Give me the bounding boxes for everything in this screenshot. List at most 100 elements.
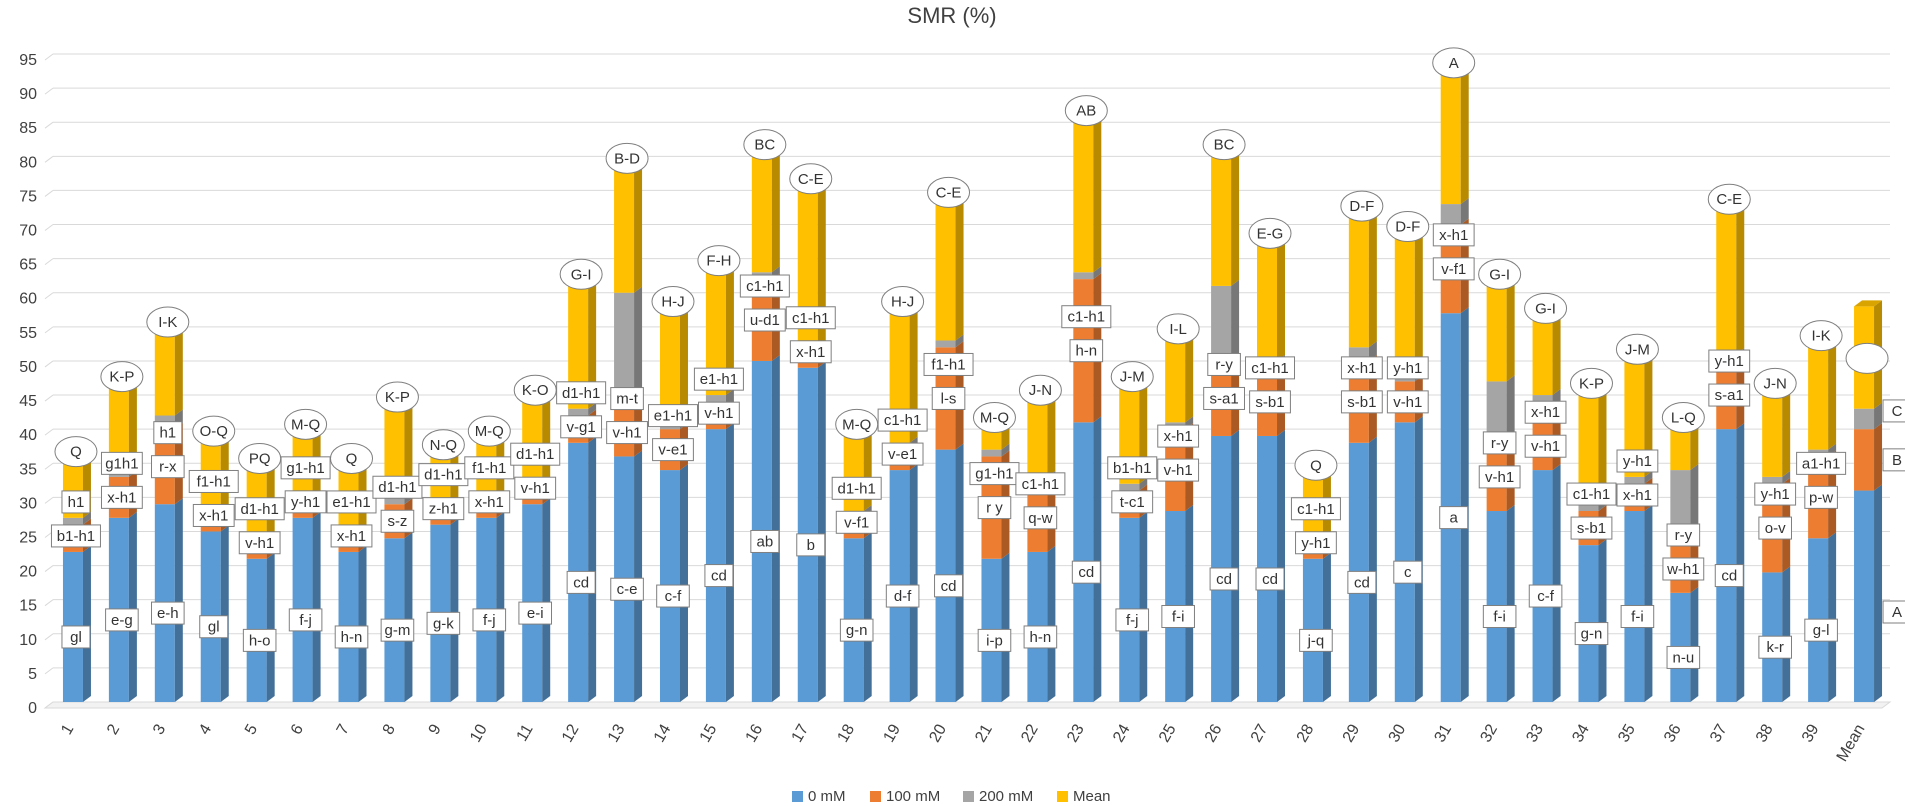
mean-letter-bubble [375, 381, 419, 413]
letter-label: z-h1 [429, 501, 458, 518]
legend-swatch [792, 791, 803, 802]
x-tick-label: 1 [58, 721, 77, 737]
bar-segment-200-mm [1211, 279, 1240, 361]
letter-label: h-n [1075, 343, 1097, 360]
letter-box [1439, 506, 1469, 530]
x-tick-label: 8 [380, 721, 399, 737]
letter-label: c-f [1537, 588, 1554, 605]
letter-box [1340, 356, 1383, 380]
letter-box [1754, 482, 1797, 506]
x-tick-label: 34 [1569, 721, 1593, 745]
letter-label: cd [1354, 574, 1370, 591]
mean-letter-bubble [1799, 320, 1843, 352]
bar-segment-mean [705, 252, 734, 396]
mean-letter-bubble [651, 286, 695, 318]
bar-segment-200-mm [981, 443, 1010, 457]
gridline-side [44, 633, 54, 641]
mean-letter-bubble [146, 306, 190, 338]
letter-label: v-f1 [844, 514, 869, 531]
letter-label: y-h1 [291, 494, 320, 511]
bar-segment-200-mm [568, 402, 597, 416]
bar-segment-200-mm [1440, 198, 1469, 225]
bar-segment-200-mm [1624, 470, 1653, 484]
bar-segment-mean [797, 170, 826, 348]
gridline-side [44, 258, 54, 266]
letter-box [885, 584, 920, 608]
letter-label: c1-h1 [884, 412, 922, 429]
letter-label: cd [1262, 571, 1278, 588]
letter-label: x-h1 [199, 507, 228, 524]
y-tick-label: 65 [19, 257, 37, 274]
x-tick-label: 4 [196, 721, 215, 737]
x-tick-label: 19 [880, 721, 904, 745]
letter-label: v-h1 [704, 405, 733, 422]
bar-segment-mean [1165, 320, 1194, 423]
letter-label: d1-h1 [562, 385, 600, 402]
letter-label: g-n [846, 622, 868, 639]
bar-segment-mean [659, 293, 688, 423]
letter-label: f-i [1631, 609, 1644, 626]
letter-label: f-j [299, 612, 312, 629]
letter-label: h1 [159, 425, 176, 442]
letter-label: x-h1 [1623, 487, 1652, 504]
letter-box [789, 340, 832, 364]
bar-segment-0-mm [1624, 505, 1653, 702]
letter-label: d1-h1 [516, 446, 554, 463]
letter-box [280, 456, 331, 480]
letter-label: b [807, 537, 815, 554]
letter-box [510, 442, 561, 466]
bar-segment-0-mm [338, 545, 367, 702]
x-tick-label: 16 [743, 721, 767, 745]
letter-box [1482, 431, 1517, 455]
x-tick-label: 30 [1386, 721, 1410, 745]
letter-label: f-i [1493, 609, 1506, 626]
x-tick-label: 20 [926, 721, 950, 745]
letter-box [698, 401, 740, 425]
bar-segment-mean [1211, 136, 1240, 286]
letter-label: c1-h1 [1068, 309, 1106, 326]
gridline-side [44, 360, 54, 368]
mean-letter-bubble [284, 408, 328, 440]
letter-box [1209, 567, 1239, 591]
y-tick-label: 75 [19, 188, 37, 205]
letter-box [977, 496, 1012, 520]
letter-label: cd [573, 574, 589, 591]
mean-letter-bubble [743, 129, 787, 161]
letter-box [238, 531, 281, 555]
letter-label: y-h1 [1301, 535, 1330, 552]
letter-box [923, 352, 974, 376]
letter-box [1882, 399, 1905, 423]
letter-label: r-y [1215, 356, 1233, 373]
letter-box [743, 308, 786, 332]
letter-box [1758, 635, 1792, 659]
letter-label: v-e1 [888, 446, 917, 463]
letter-label: x-h1 [1164, 428, 1193, 445]
letter-label: BC [754, 137, 775, 154]
bar-segment-0-mm [1119, 511, 1148, 702]
letter-label: d-f [894, 588, 912, 605]
letter-box [1432, 257, 1475, 281]
letter-label: cd [711, 568, 727, 585]
bar-segment-0-mm [935, 443, 964, 702]
x-tick-label: 5 [242, 721, 261, 737]
bar-segment-0-mm [154, 498, 183, 702]
letter-label: J-M [1625, 341, 1650, 358]
letter-box [1347, 570, 1377, 594]
y-tick-label: 15 [19, 598, 37, 615]
bar-segment-200-mm [935, 334, 964, 348]
x-tick-label: 32 [1477, 721, 1501, 745]
letter-box [1666, 645, 1701, 669]
bar-segment-0-mm [705, 423, 734, 702]
bar-segment-0-mm [246, 552, 275, 702]
letter-box [1432, 223, 1475, 247]
letter-box [153, 421, 183, 445]
letter-label: j-q [1307, 632, 1325, 649]
letter-label: e1-h1 [700, 371, 738, 388]
letter-label: h-n [1030, 629, 1052, 646]
bar-segment-0-mm [1027, 545, 1056, 702]
letter-box [1203, 386, 1245, 410]
bar-segment-0-mm [1165, 505, 1194, 702]
letter-box [835, 510, 878, 534]
letter-box [610, 577, 644, 601]
letter-label: Q [346, 450, 358, 467]
